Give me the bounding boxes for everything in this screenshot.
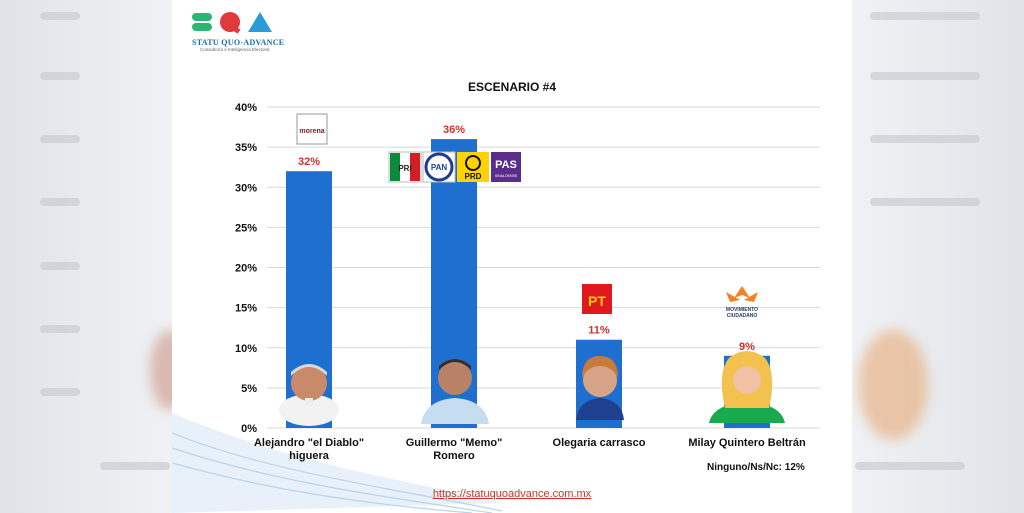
brand-logo (192, 12, 272, 34)
background-blur-text (40, 262, 80, 270)
y-tick-label: 20% (235, 263, 257, 275)
background-blur-text (40, 325, 80, 333)
background-blur-text (40, 12, 80, 20)
y-axis-ticks: 0% 5% 10% 15% 20% 25% 30% 35% 40% (235, 102, 257, 435)
coalition-logos: PRI PAN PRD PAS SINALOENSE (388, 151, 521, 183)
pri-logo: PRI (388, 151, 422, 183)
pt-logo: PT (582, 284, 612, 314)
y-tick-label: 5% (241, 383, 257, 395)
y-tick-label: 30% (235, 182, 257, 194)
mc-logo-text-1: MOVIMIENTO (726, 307, 758, 313)
bars (286, 139, 770, 428)
brand-name: STATU QUO-ADVANCE (192, 38, 285, 47)
candidate-photo-quintero (709, 351, 785, 423)
x-category-label: Romero (433, 450, 475, 462)
background-blur-text (855, 462, 965, 470)
y-tick-label: 0% (241, 423, 257, 435)
bar-value-label: 9% (739, 341, 755, 353)
bar-value-label: 32% (298, 156, 320, 168)
y-tick-label: 10% (235, 343, 257, 355)
pan-logo-text: PAN (431, 163, 448, 172)
x-category-label: Guillermo "Memo" (406, 437, 503, 449)
bar-value-label: 36% (443, 124, 465, 136)
background-blur-text (40, 198, 80, 206)
x-axis-labels: Alejandro "el Diablo"higuera Guillermo "M… (254, 437, 806, 462)
y-tick-label: 25% (235, 222, 257, 234)
bar-chart: 0% 5% 10% 15% 20% 25% 30% 35% 40% 32% 36% 11% 9% mo… (235, 102, 820, 462)
pas-logo: PAS SINALOENSE (491, 152, 521, 182)
background-blur-text (40, 135, 80, 143)
brand-tagline: Consultoría e Inteligencia Electoral (200, 47, 270, 52)
y-tick-label: 40% (235, 102, 257, 114)
value-labels: 32% 36% 11% 9% (298, 124, 755, 353)
background-blur-text (870, 12, 980, 20)
background-blur-photo (858, 330, 928, 440)
chart-title: ESCENARIO #4 (467, 80, 557, 94)
candidate-photo-higuera (279, 364, 339, 426)
y-tick-label: 15% (235, 303, 257, 315)
prd-logo-text: PRD (465, 172, 482, 181)
mc-logo-text-2: CIUDADANO (727, 313, 758, 319)
pas-logo-text: PAS (495, 159, 517, 171)
background-blur-text (870, 198, 980, 206)
background-blur-text (870, 135, 980, 143)
morena-logo-text: morena (299, 128, 324, 135)
candidate-photo-carrasco (576, 356, 624, 420)
mc-logo: MOVIMIENTO CIUDADANO (726, 286, 758, 319)
x-category-label: Milay Quintero Beltrán (688, 437, 806, 449)
background-blur-text (40, 72, 80, 80)
chart-card: STATU QUO-ADVANCE Consultoría e Intelige… (172, 0, 852, 513)
x-category-label: Olegaria carrasco (553, 437, 646, 449)
background-blur-text (40, 388, 80, 396)
decorative-wave (172, 413, 503, 513)
y-tick-label: 35% (235, 142, 257, 154)
candidate-photo-romero (421, 359, 489, 424)
footnote-none: Ninguno/Ns/Nc: 12% (707, 462, 805, 473)
party-logo-morena: morena (296, 113, 328, 145)
prd-logo: PRD (457, 152, 489, 182)
pas-logo-subtext: SINALOENSE (495, 174, 518, 178)
pan-logo: PAN (422, 151, 456, 183)
pt-logo-text: PT (588, 293, 606, 309)
bar-value-label: 11% (588, 325, 610, 337)
background-blur-text (870, 72, 980, 80)
background-blur-text (100, 462, 170, 470)
x-category-label: higuera (289, 450, 330, 462)
source-link[interactable]: https://statuquoadvance.com.mx (432, 488, 592, 500)
pri-logo-text: PRI (398, 164, 411, 173)
x-category-label: Alejandro "el Diablo" (254, 437, 364, 449)
